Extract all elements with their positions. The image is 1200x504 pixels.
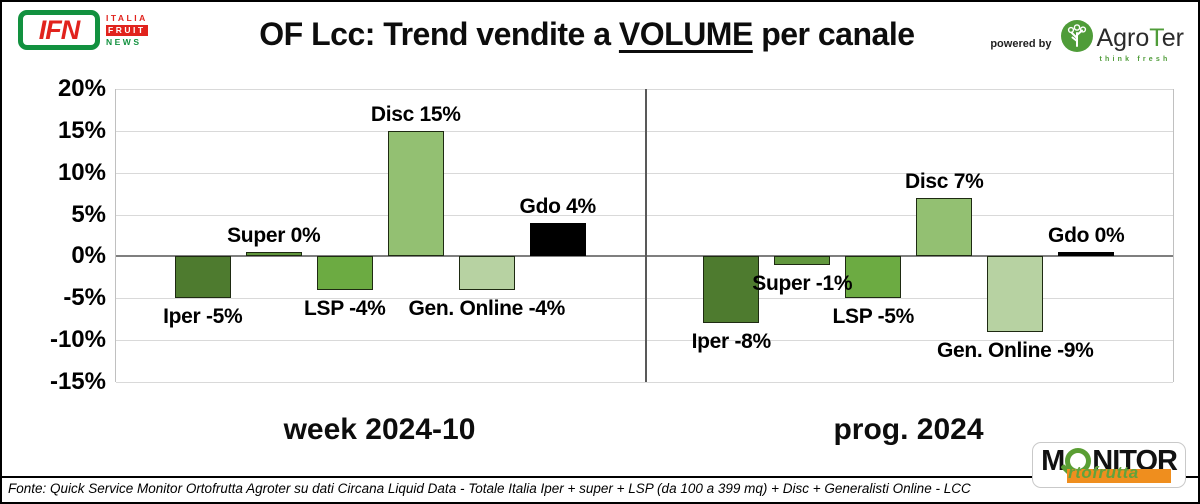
- group-label-week: week 2024-10: [283, 413, 476, 446]
- bar-group-week: Iper -5% Super 0% LSP -4% Disc 15% Gen. Onli…: [116, 89, 645, 382]
- ifn-logo: IFN ITALIA FRUIT NEWS: [18, 10, 148, 50]
- bar-slot-super: Super 0%: [227, 89, 321, 382]
- bar-slot-gen-online: Gen. Online -4%: [408, 89, 565, 382]
- bar-super: [245, 252, 302, 257]
- bar-value-label: Iper -5%: [163, 305, 243, 329]
- bar-value-label: Gen. Online -4%: [408, 296, 566, 320]
- bar-value-label: Gdo 0%: [1048, 224, 1125, 248]
- monitor-logo-orange-bar: rtofrutta: [1067, 463, 1172, 483]
- bar-value-label: Iper -8%: [691, 330, 772, 354]
- bar-slot-disc: Disc 7%: [905, 89, 984, 382]
- monitor-ortofrutta-logo: M NITOR rtofrutta: [1032, 442, 1186, 488]
- bar-lsp: [845, 256, 902, 299]
- ifn-logo-italia: ITALIA: [106, 12, 148, 23]
- ifn-logo-text: ITALIA FRUIT NEWS: [106, 12, 148, 47]
- agroter-name-post: er: [1161, 24, 1184, 52]
- bar-slot-lsp: LSP -5%: [832, 89, 914, 382]
- bar-slot-gdo: Gdo 4%: [520, 89, 596, 382]
- bar-value-label: Gen. Online -9%: [936, 338, 1094, 362]
- powered-by-label: powered by: [990, 38, 1052, 50]
- agroter-tree-icon: [1061, 20, 1094, 57]
- powered-by-block: powered by AgroTer think fresh: [990, 20, 1184, 63]
- bar-gdo: [1058, 252, 1115, 257]
- title-prefix: OF Lcc: Trend vendite a: [259, 16, 619, 52]
- agroter-name-pre: Agro: [1096, 24, 1150, 52]
- y-tick-label: -10%: [49, 326, 106, 354]
- gridline: [116, 382, 1173, 383]
- title-suffix: per canale: [752, 16, 915, 52]
- bar-slot-iper: Iper -5%: [163, 89, 243, 382]
- agroter-name-t: T: [1149, 24, 1162, 52]
- bar-slot-super: Super -1%: [752, 89, 853, 382]
- bar-disc: [916, 197, 973, 257]
- agroter-tagline: think fresh: [1099, 56, 1171, 63]
- bar-lsp: [316, 256, 373, 290]
- bar-value-label: Super 0%: [227, 224, 321, 248]
- monitor-logo-sub: rtofrutta: [1068, 463, 1139, 482]
- page-title: OF Lcc: Trend vendite a VOLUME per canal…: [259, 16, 915, 53]
- y-tick-label: 5%: [71, 200, 106, 228]
- bar-value-label: Disc 15%: [370, 102, 461, 126]
- y-tick-label: -5%: [63, 284, 106, 312]
- title-underlined-word: VOLUME: [618, 16, 753, 52]
- bar-group-prog: Iper -8% Super -1% LSP -5% Disc 7% Gen. Onli…: [645, 89, 1174, 382]
- bar-iper: [174, 256, 231, 299]
- bar-slot-disc: Disc 15%: [371, 89, 461, 382]
- group-divider-line: [644, 89, 647, 382]
- bar-gen-online: [987, 256, 1044, 332]
- bar-slot-gdo: Gdo 0%: [1048, 89, 1125, 382]
- monitor-logo-m: M: [1041, 445, 1065, 477]
- ifn-logo-news: NEWS: [106, 36, 142, 47]
- bar-value-label: LSP -4%: [303, 296, 386, 320]
- bar-iper: [703, 256, 760, 324]
- bar-value-label: Super -1%: [752, 271, 853, 295]
- bar-value-label: Gdo 4%: [519, 194, 597, 218]
- y-tick-label: 0%: [71, 242, 106, 270]
- bar-disc: [387, 130, 444, 257]
- bar-gdo: [529, 222, 586, 257]
- agroter-logo-name: AgroTer: [1096, 24, 1184, 53]
- source-note: Fonte: Quick Service Monitor Ortofrutta …: [8, 481, 971, 496]
- bar-slot-gen-online: Gen. Online -9%: [937, 89, 1094, 382]
- bar-value-label: Disc 7%: [905, 169, 984, 193]
- bar-slot-iper: Iper -8%: [692, 89, 771, 382]
- bar-super: [774, 256, 831, 265]
- agroter-logo: AgroTer think fresh: [1061, 20, 1184, 63]
- group-label-prog: prog. 2024: [833, 413, 984, 446]
- bar-gen-online: [458, 256, 515, 290]
- y-tick-label: 10%: [57, 158, 106, 186]
- footer-separator-line: [2, 476, 1198, 478]
- ifn-logo-acronym: IFN: [18, 10, 100, 50]
- y-tick-label: -15%: [49, 368, 106, 395]
- bar-value-label: LSP -5%: [832, 305, 915, 329]
- y-tick-label: 20%: [57, 75, 106, 102]
- y-axis-labels: 20% 15% 10% 5% 0% -5% -10% -15%: [2, 75, 106, 395]
- ifn-logo-fruit: FRUIT: [106, 24, 148, 36]
- plot-area: Iper -5% Super 0% LSP -4% Disc 15% Gen. Onli…: [115, 89, 1174, 383]
- y-tick-label: 15%: [57, 116, 106, 144]
- bar-slot-lsp: LSP -4%: [304, 89, 386, 382]
